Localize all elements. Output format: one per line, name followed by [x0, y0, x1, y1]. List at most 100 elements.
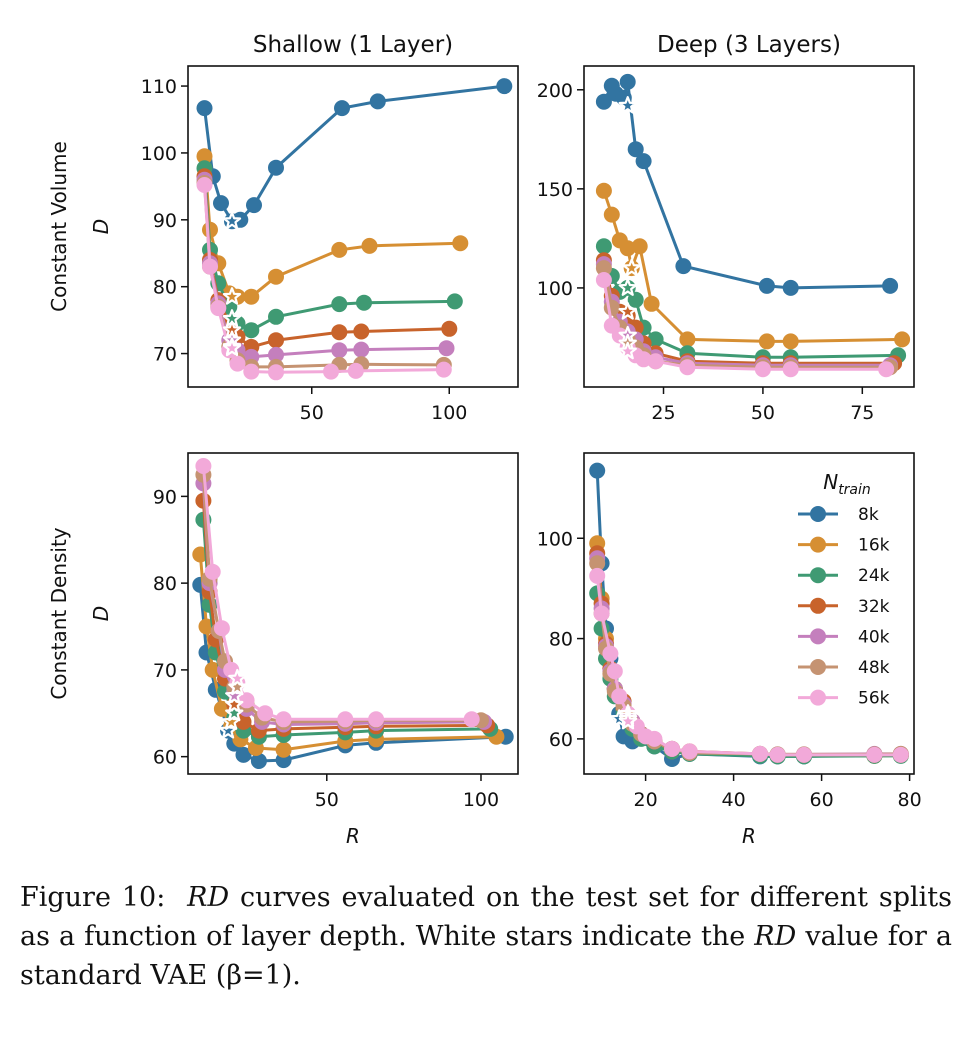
- vae-star-marker: [618, 711, 638, 730]
- data-point: [331, 241, 348, 258]
- x-axis-label: R: [346, 824, 360, 848]
- figure-caption: Figure 10: RD curves evaluated on the te…: [20, 878, 952, 995]
- data-point: [213, 700, 230, 717]
- data-point: [323, 363, 339, 380]
- data-point: [635, 351, 652, 368]
- data-point: [595, 272, 612, 288]
- data-point: [619, 73, 636, 90]
- legend-swatch-marker: [810, 597, 826, 614]
- data-point: [268, 159, 284, 176]
- row-label: Constant Density: [47, 527, 71, 699]
- row-label: Constant Volume: [47, 141, 71, 312]
- data-point: [268, 268, 284, 285]
- data-point: [213, 620, 230, 637]
- data-point: [463, 711, 480, 728]
- y-tick-label: 70: [153, 344, 177, 366]
- y-tick-label: 90: [153, 210, 177, 232]
- vae-star-marker: [622, 258, 641, 277]
- vae-star-marker: [618, 96, 637, 114]
- series-8k: [196, 78, 513, 230]
- data-point: [334, 100, 350, 117]
- data-point: [268, 346, 284, 363]
- data-point: [603, 299, 620, 316]
- y-tick-label: 110: [141, 76, 177, 98]
- x-tick-label: 25: [651, 402, 675, 424]
- caption-rd-2: RD: [754, 921, 797, 953]
- y-tick-label: 100: [537, 528, 573, 550]
- data-point: [627, 141, 644, 158]
- x-tick-label: 75: [850, 402, 874, 424]
- y-axis-label: D: [89, 219, 113, 234]
- vae-star-marker: [618, 278, 637, 296]
- vae-star-marker: [225, 694, 244, 713]
- data-point: [369, 93, 386, 110]
- legend-label: 16k: [858, 536, 890, 556]
- vae-star-marker: [222, 287, 242, 305]
- data-point: [496, 78, 513, 95]
- data-point: [631, 238, 648, 255]
- caption-text-2: value for a standard VAE (β=1).: [20, 921, 953, 992]
- y-tick-label: 80: [153, 573, 177, 595]
- series-line-24k: [203, 168, 455, 332]
- x-tick-label: 50: [751, 402, 775, 424]
- data-point: [646, 730, 663, 747]
- series-24k: [196, 160, 463, 339]
- y-tick-label: 150: [537, 179, 573, 201]
- y-tick-label: 60: [549, 729, 573, 751]
- data-point: [664, 740, 680, 757]
- vae-star-marker: [618, 341, 637, 360]
- legend-swatch-marker: [810, 567, 826, 584]
- data-point: [213, 195, 229, 212]
- panel-shallow-constant-density: 50 100 60 70 80 90 D Constant Density R: [47, 452, 519, 848]
- y-tick-label: 100: [141, 143, 177, 165]
- data-point: [647, 353, 664, 370]
- data-point: [204, 563, 221, 580]
- x-tick-label: 50: [300, 402, 324, 424]
- data-point: [675, 258, 692, 275]
- caption-rd-1: RD: [187, 882, 230, 913]
- data-point: [595, 260, 612, 277]
- data-point: [361, 237, 378, 254]
- panel-title: Deep (3 Layers): [657, 32, 841, 58]
- data-point: [243, 363, 260, 380]
- data-point: [196, 148, 213, 165]
- series-line-8k: [595, 470, 901, 761]
- panel-shallow-constant-volume: 50 100 70 80 90 100 110 Shallow (1 Layer) D Const…: [47, 32, 519, 424]
- caption-label: Figure 10:: [20, 882, 166, 913]
- panel-deep-constant-volume: 25 50 75 100 150 200 Deep (3 Layers): [537, 32, 915, 424]
- y-tick-label: 200: [537, 80, 573, 102]
- legend-label: 24k: [858, 566, 890, 586]
- data-point: [589, 555, 606, 572]
- plot-frame: [187, 452, 519, 775]
- data-point: [643, 295, 660, 312]
- data-point: [435, 361, 452, 378]
- vae-star-marker: [222, 338, 242, 357]
- legend-item-32k: 32k: [798, 597, 890, 617]
- y-tick-label: 90: [153, 486, 177, 508]
- plot-frame: [583, 65, 915, 388]
- vae-star-marker: [228, 677, 247, 696]
- data-point: [268, 364, 284, 381]
- data-point: [238, 692, 255, 709]
- panel-deep-constant-density: 20 40 60 80 60 80 100 R Ntrain 8k 16k 24k 32k 40k 48k 5…: [537, 452, 922, 848]
- data-point: [602, 645, 619, 662]
- data-point: [441, 320, 458, 337]
- data-point: [758, 277, 775, 294]
- x-tick-label: 100: [463, 789, 499, 811]
- data-point: [275, 741, 292, 758]
- data-point: [754, 361, 771, 378]
- data-point: [595, 182, 612, 199]
- data-point: [275, 711, 292, 728]
- caption-text-1: curves evaluated on the test set for dif…: [20, 882, 952, 953]
- panel-title: Shallow (1 Layer): [253, 32, 453, 58]
- y-tick-label: 80: [549, 629, 573, 651]
- data-point: [882, 277, 899, 294]
- y-tick-label: 80: [153, 277, 177, 299]
- legend-swatch-marker: [810, 628, 826, 645]
- plot-frame: [187, 65, 519, 388]
- data-point: [679, 331, 696, 348]
- x-tick-label: 80: [898, 789, 922, 811]
- data-point: [202, 258, 218, 275]
- x-tick-label: 60: [810, 789, 834, 811]
- data-point: [347, 362, 364, 379]
